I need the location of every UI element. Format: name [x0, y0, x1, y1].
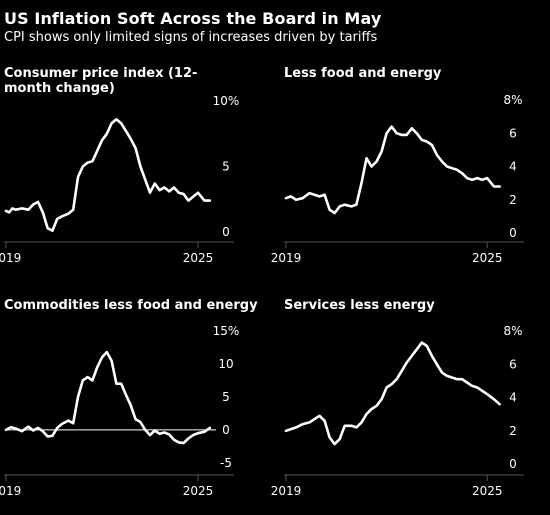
y-tick-label: 8% [503, 93, 522, 107]
x-tick-label: 2019 [271, 251, 302, 265]
x-tick-label: 2025 [183, 251, 214, 265]
y-tick-label: 8% [503, 324, 522, 338]
y-tick-label: 0 [222, 423, 230, 437]
x-tick-label: 2019 [0, 251, 21, 265]
chart-panel-services: Services less energy 8% 6 4 2 0 2019 2025 [271, 298, 549, 513]
y-tick-label: 0 [509, 226, 517, 240]
chart-cpi: 10% 5 0 2019 2025 [0, 94, 240, 265]
chart-services: 8% 6 4 2 0 2019 2025 [271, 324, 524, 498]
series-line [284, 125, 501, 215]
chart-title-core: Less food and energy [284, 66, 442, 81]
chart-title-cpi: Consumer price index (12-month change) [4, 66, 198, 96]
y-tick-label: 2 [509, 193, 517, 207]
y-tick-label: 5 [222, 160, 230, 174]
chart-title-services: Services less energy [284, 298, 435, 313]
y-tick-label: 5 [222, 390, 230, 404]
y-tick-label: 0 [509, 457, 517, 471]
x-tick-label: 2025 [472, 251, 503, 265]
y-tick-label: 15% [213, 324, 240, 338]
y-tick-label: 6 [509, 126, 517, 140]
x-tick-label: 2019 [271, 484, 302, 498]
page-title: US Inflation Soft Across the Board in Ma… [4, 9, 382, 28]
y-tick-label: -5 [220, 456, 232, 470]
page-subtitle: CPI shows only limited signs of increase… [4, 30, 378, 45]
y-tick-label: 4 [509, 160, 517, 174]
y-tick-label: 4 [509, 391, 517, 405]
series-line [4, 117, 212, 232]
x-tick-label: 2025 [183, 484, 214, 498]
x-tick-label: 2025 [472, 484, 503, 498]
x-tick-label: 2019 [0, 484, 21, 498]
series-line [4, 350, 212, 445]
chart-commodities: 15% 10 5 0 -5 2019 2025 [0, 324, 240, 498]
y-tick-label: 10% [213, 94, 240, 108]
y-tick-label: 6 [509, 357, 517, 371]
chart-core: 8% 6 4 2 0 2019 2025 [271, 93, 524, 265]
y-tick-label: 10 [218, 357, 233, 371]
chart-title-commodities: Commodities less food and energy [4, 298, 258, 313]
y-tick-label: 2 [509, 424, 517, 438]
chart-panel-core: Less food and energy 8% 6 4 2 0 2019 2025 [271, 66, 549, 286]
chart-panel-commodities: Commodities less food and energy 15% 10 5 0… [0, 298, 274, 513]
y-tick-label: 0 [222, 225, 230, 239]
series-line [284, 341, 501, 446]
chart-panel-cpi: Consumer price index (12-month change) 1… [0, 66, 274, 286]
